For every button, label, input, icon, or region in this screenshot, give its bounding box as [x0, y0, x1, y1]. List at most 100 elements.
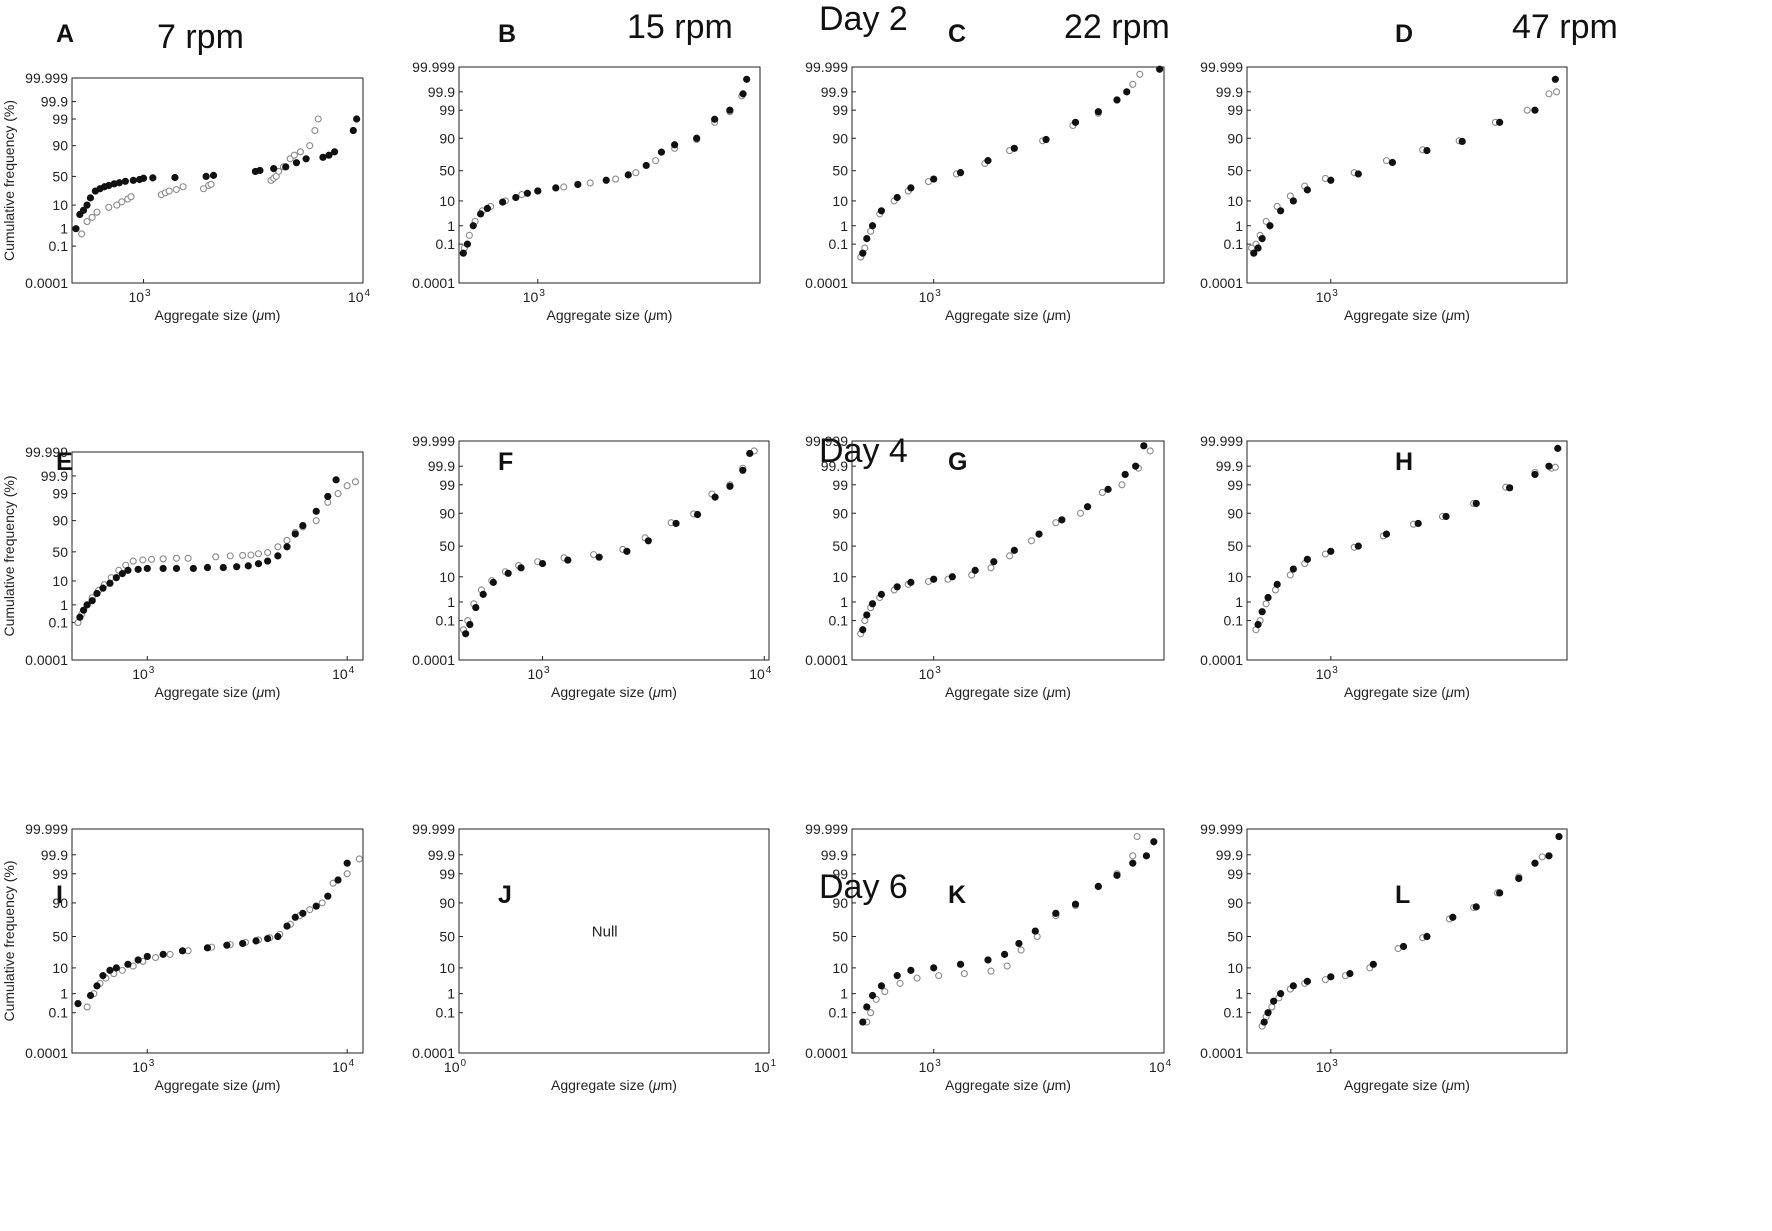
- data-point-filled: [1042, 135, 1050, 144]
- y-tick-label: 0.0001: [25, 275, 68, 291]
- data-point-filled: [739, 90, 747, 98]
- data-point-open: [118, 198, 126, 206]
- y-tick-label: 10: [439, 193, 455, 209]
- data-point-open: [139, 556, 147, 564]
- x-tick-exponent: 0: [461, 1058, 467, 1069]
- data-point-open: [239, 551, 247, 559]
- x-tick-exponent: 3: [935, 1058, 941, 1069]
- y-tick-label: 10: [1227, 193, 1243, 209]
- data-point-filled: [325, 151, 333, 159]
- data-point-filled: [112, 964, 120, 972]
- data-point-open: [1268, 1003, 1276, 1011]
- y-tick-label: 50: [832, 929, 848, 945]
- y-tick-label: 99: [1227, 102, 1243, 118]
- data-point-open: [1553, 88, 1561, 96]
- y-tick-label: 99.9: [41, 847, 68, 863]
- data-point-open: [314, 115, 322, 123]
- data-point-filled: [893, 193, 901, 202]
- x-axis-label-mu: μ: [1046, 307, 1055, 323]
- data-point-filled: [1515, 874, 1523, 883]
- data-point-filled: [1382, 530, 1391, 538]
- x-axis-label-mu: μ: [255, 684, 264, 700]
- data-point-filled: [459, 249, 467, 257]
- x-tick-exponent: 3: [544, 665, 550, 676]
- x-axis-label-unit: m): [264, 307, 280, 323]
- data-point-filled: [534, 187, 542, 195]
- data-point-filled: [1132, 462, 1140, 470]
- panel-D: D99.99999.99990501010.10.0001103Aggregat…: [1200, 20, 1568, 323]
- x-axis-label: Aggregate size (μm): [1344, 307, 1470, 323]
- data-point-filled: [746, 449, 754, 458]
- data-point-filled: [1327, 547, 1335, 555]
- x-axis-label-mu: μ: [1445, 684, 1454, 700]
- data-point-filled: [1303, 977, 1311, 985]
- x-tick-label: 100: [444, 1058, 467, 1075]
- data-point-filled: [202, 172, 210, 180]
- x-axis-label-unit: m): [661, 1077, 677, 1093]
- data-point-filled: [1354, 170, 1362, 178]
- y-tick-label: 99.999: [412, 821, 455, 837]
- data-point-filled: [252, 937, 260, 945]
- panel-C: C99.99999.99990501010.10.0001103Aggregat…: [805, 20, 1165, 323]
- data-point-filled: [233, 563, 241, 571]
- data-point-filled: [79, 606, 88, 614]
- y-tick-label: 50: [439, 929, 455, 945]
- data-point-filled: [1369, 960, 1377, 968]
- y-tick-label: 50: [52, 544, 68, 560]
- y-tick-label: 99: [832, 102, 848, 118]
- data-point-filled: [1071, 118, 1080, 126]
- data-point-open: [318, 899, 326, 907]
- data-point-open: [199, 185, 208, 193]
- data-point-filled: [462, 630, 470, 638]
- y-tick-label: 1: [1235, 594, 1243, 610]
- y-tick-label: 99.9: [428, 847, 455, 863]
- data-point-filled: [1260, 1018, 1268, 1026]
- data-point-filled: [312, 902, 320, 910]
- x-axis-label: Aggregate size (μm): [551, 684, 677, 700]
- data-point-open: [129, 557, 137, 565]
- x-tick-exponent: 4: [766, 665, 772, 676]
- panel-A: A 99.999 99.999 90 50 10 10.1 0.0001 103 104 Aggre…: [1, 20, 371, 323]
- data-point-filled: [893, 972, 901, 980]
- panel-frame-L: [1246, 828, 1568, 1054]
- data-point-filled: [1083, 503, 1092, 511]
- row-header-day6: Day 6: [819, 868, 908, 906]
- data-point-filled: [1496, 118, 1504, 126]
- x-axis-label-unit: m): [1055, 307, 1071, 323]
- data-point-open: [867, 1009, 875, 1017]
- x-tick-label: 104: [348, 288, 371, 305]
- y-tick-label: 1: [840, 218, 848, 234]
- data-point-filled: [863, 234, 871, 243]
- data-point-open: [1146, 447, 1154, 455]
- x-tick-exponent: 3: [149, 1058, 155, 1069]
- panel-frame-B: [458, 66, 761, 284]
- y-tick-label: 10: [832, 960, 848, 976]
- data-point-filled: [523, 189, 532, 197]
- y-tick-label: 99.999: [25, 821, 68, 837]
- data-point-filled: [693, 134, 701, 142]
- data-point-filled: [1545, 852, 1553, 860]
- y-tick-label: 50: [1227, 163, 1243, 179]
- panel-label-H: H: [1395, 448, 1413, 476]
- x-tick-label: 103: [1316, 1058, 1339, 1075]
- data-point-filled: [1121, 470, 1129, 479]
- data-point-filled: [907, 578, 915, 586]
- data-point-filled: [463, 240, 472, 248]
- data-point-filled: [1140, 442, 1148, 450]
- data-point-filled: [99, 972, 107, 980]
- data-point-filled: [283, 922, 291, 930]
- data-point-filled: [930, 964, 938, 972]
- data-point-filled: [1327, 973, 1335, 981]
- data-point-filled: [948, 573, 956, 581]
- y-tick-label: 90: [52, 138, 68, 154]
- data-point-filled: [726, 482, 734, 490]
- x-tick-label: 103: [128, 288, 151, 305]
- x-axis-label-unit: m): [1454, 1077, 1470, 1093]
- data-point-filled: [1423, 146, 1431, 155]
- y-tick-label: 90: [439, 895, 455, 911]
- data-point-filled: [1277, 990, 1285, 998]
- data-point-filled: [693, 510, 702, 519]
- data-point-open: [560, 183, 568, 191]
- y-tick-label: 0.0001: [1200, 275, 1243, 291]
- data-point-filled: [189, 564, 197, 573]
